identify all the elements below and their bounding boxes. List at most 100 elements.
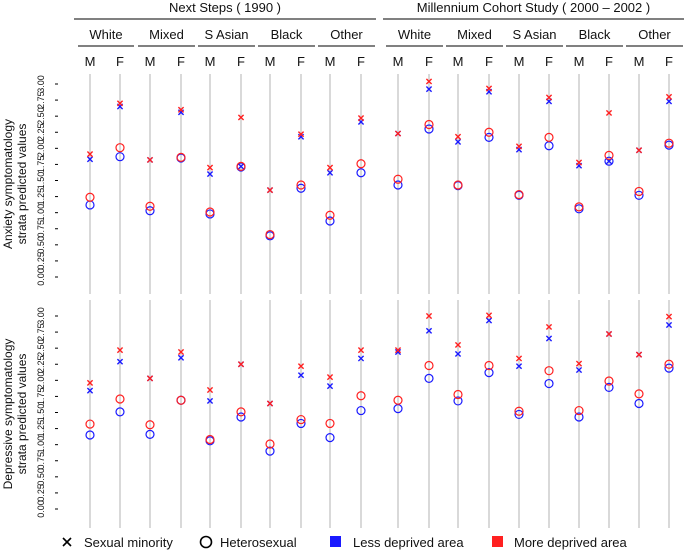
y-tick-label-depressive: 0.50 bbox=[36, 468, 46, 486]
point-depressive-sexual_minority-less_deprived bbox=[177, 354, 185, 361]
point-depressive-sexual_minority-more_deprived bbox=[425, 312, 433, 320]
point-anxiety-heterosexual-more_deprived bbox=[604, 150, 614, 161]
y-tick-label-anxiety: 0.25 bbox=[36, 252, 46, 270]
sex-header-male: M bbox=[85, 54, 96, 69]
point-anxiety-sexual_minority-more_deprived bbox=[425, 78, 433, 85]
point-depressive-heterosexual-less_deprived bbox=[514, 409, 524, 420]
sex-header-female: F bbox=[665, 54, 673, 69]
panel-ylabel-depressive-line2: strata predicted values bbox=[15, 354, 29, 475]
legend-label-sexual-minority: Sexual minority bbox=[84, 535, 173, 550]
point-cross-stroke bbox=[357, 355, 365, 362]
point-depressive-sexual_minority-more_deprived bbox=[605, 330, 613, 338]
point-cross-stroke bbox=[665, 321, 673, 329]
study-header-0: Next Steps ( 1990 ) bbox=[169, 0, 281, 15]
ethnicity-header-mixed: Mixed bbox=[457, 27, 492, 42]
point-depressive-heterosexual-more_deprived bbox=[393, 395, 403, 405]
point-anxiety-heterosexual-less_deprived bbox=[356, 168, 366, 178]
point-anxiety-heterosexual-more_deprived bbox=[484, 127, 494, 137]
ethnicity-header-black: Black bbox=[579, 27, 611, 42]
point-cross-stroke bbox=[454, 341, 462, 349]
point-cross-stroke bbox=[515, 355, 523, 362]
point-depressive-heterosexual-more_deprived bbox=[115, 394, 125, 404]
point-cross-stroke bbox=[425, 86, 433, 93]
sex-header-female: F bbox=[485, 54, 493, 69]
point-cross-stroke bbox=[266, 187, 274, 194]
point-depressive-sexual_minority-less_deprived bbox=[425, 327, 433, 334]
point-anxiety-heterosexual-more_deprived bbox=[424, 119, 434, 130]
point-cross-stroke bbox=[177, 106, 185, 113]
point-anxiety-heterosexual-less_deprived bbox=[393, 180, 403, 190]
point-cross-stroke bbox=[206, 164, 214, 171]
sex-header-female: F bbox=[116, 54, 124, 69]
point-cross-stroke bbox=[485, 317, 493, 324]
point-cross-stroke bbox=[515, 143, 523, 150]
y-tick-label-anxiety: 1.50 bbox=[36, 172, 46, 190]
point-anxiety-sexual_minority-more_deprived bbox=[326, 164, 334, 171]
point-cross-stroke bbox=[297, 131, 305, 138]
point-depressive-heterosexual-less_deprived bbox=[484, 368, 494, 378]
study-header-1: Millennium Cohort Study ( 2000 – 2002 ) bbox=[417, 0, 650, 15]
ethnicity-header-black: Black bbox=[271, 27, 303, 42]
point-depressive-heterosexual-less_deprived bbox=[296, 418, 306, 429]
point-anxiety-sexual_minority-more_deprived bbox=[177, 106, 185, 113]
point-depressive-heterosexual-less_deprived bbox=[664, 363, 674, 373]
point-cross-stroke bbox=[297, 363, 305, 370]
point-cross-stroke bbox=[177, 354, 185, 361]
point-depressive-sexual_minority-more_deprived bbox=[545, 323, 553, 331]
point-anxiety-heterosexual-more_deprived bbox=[325, 210, 335, 220]
point-cross-stroke bbox=[454, 138, 462, 145]
point-anxiety-sexual_minority-more_deprived bbox=[575, 159, 583, 166]
point-anxiety-sexual_minority-less_deprived bbox=[665, 98, 673, 105]
point-anxiety-heterosexual-more_deprived bbox=[393, 174, 403, 184]
point-cross-stroke bbox=[86, 156, 94, 163]
point-cross-stroke bbox=[206, 386, 214, 394]
point-depressive-sexual_minority-more_deprived bbox=[237, 361, 245, 368]
point-cross-stroke bbox=[326, 164, 334, 171]
point-depressive-heterosexual-more_deprived bbox=[424, 360, 434, 371]
sex-header-female: F bbox=[425, 54, 433, 69]
point-anxiety-heterosexual-less_deprived bbox=[484, 132, 494, 142]
y-tick-label-depressive: 2.50 bbox=[36, 339, 46, 357]
legend-item-sexual-minority: Sexual minority bbox=[62, 535, 173, 550]
point-anxiety-sexual_minority-more_deprived bbox=[116, 100, 124, 107]
point-anxiety-sexual_minority-more_deprived bbox=[485, 85, 493, 92]
point-anxiety-sexual_minority-less_deprived bbox=[86, 156, 94, 163]
point-anxiety-sexual_minority-more_deprived bbox=[206, 164, 214, 171]
y-tick-label-anxiety: 0.75 bbox=[36, 220, 46, 238]
point-depressive-heterosexual-less_deprived bbox=[115, 407, 125, 417]
study-headers: Next Steps ( 1990 ) Millennium Cohort Stu… bbox=[74, 0, 684, 20]
point-anxiety-heterosexual-less_deprived bbox=[604, 156, 614, 166]
point-depressive-heterosexual-less_deprived bbox=[356, 405, 366, 416]
point-cross-stroke bbox=[425, 327, 433, 334]
point-cross-stroke bbox=[326, 169, 334, 176]
point-depressive-heterosexual-more_deprived bbox=[325, 418, 335, 429]
point-depressive-sexual_minority-more_deprived bbox=[575, 360, 583, 367]
point-anxiety-sexual_minority-more_deprived bbox=[146, 156, 154, 164]
point-depressive-heterosexual-less_deprived bbox=[544, 378, 554, 389]
point-depressive-heterosexual-more_deprived bbox=[604, 376, 614, 386]
point-depressive-heterosexual-less_deprived bbox=[424, 373, 434, 384]
point-cross-stroke bbox=[454, 350, 462, 358]
point-depressive-sexual_minority-less_deprived bbox=[515, 363, 523, 370]
panel-labels: Anxiety symptomatology strata predicted v… bbox=[1, 119, 29, 489]
point-depressive-heterosexual-more_deprived bbox=[514, 406, 524, 416]
point-depressive-heterosexual-less_deprived bbox=[265, 446, 275, 456]
point-cross-stroke bbox=[605, 330, 613, 338]
point-cross-stroke bbox=[575, 159, 583, 166]
point-depressive-sexual_minority-less_deprived bbox=[116, 358, 124, 365]
ethnicity-headers: White Mixed S Asian Black Other White Mixed S A… bbox=[78, 27, 683, 47]
point-depressive-sexual_minority-less_deprived bbox=[485, 317, 493, 324]
point-depressive-sexual_minority-more_deprived bbox=[206, 386, 214, 394]
legend-item-more-deprived: More deprived area bbox=[492, 535, 627, 550]
point-cross-stroke bbox=[206, 397, 214, 405]
y-tick-label-depressive: 1.75 bbox=[36, 388, 46, 406]
point-cross-stroke bbox=[665, 93, 673, 100]
sex-header-female: F bbox=[177, 54, 185, 69]
point-anxiety-sexual_minority-less_deprived bbox=[237, 163, 245, 170]
data-marks bbox=[85, 78, 674, 456]
point-anxiety-heterosexual-less_deprived bbox=[634, 190, 644, 200]
point-depressive-heterosexual-less_deprived bbox=[325, 432, 335, 443]
point-depressive-sexual_minority-less_deprived bbox=[357, 355, 365, 362]
point-depressive-sexual_minority-less_deprived bbox=[545, 335, 553, 342]
